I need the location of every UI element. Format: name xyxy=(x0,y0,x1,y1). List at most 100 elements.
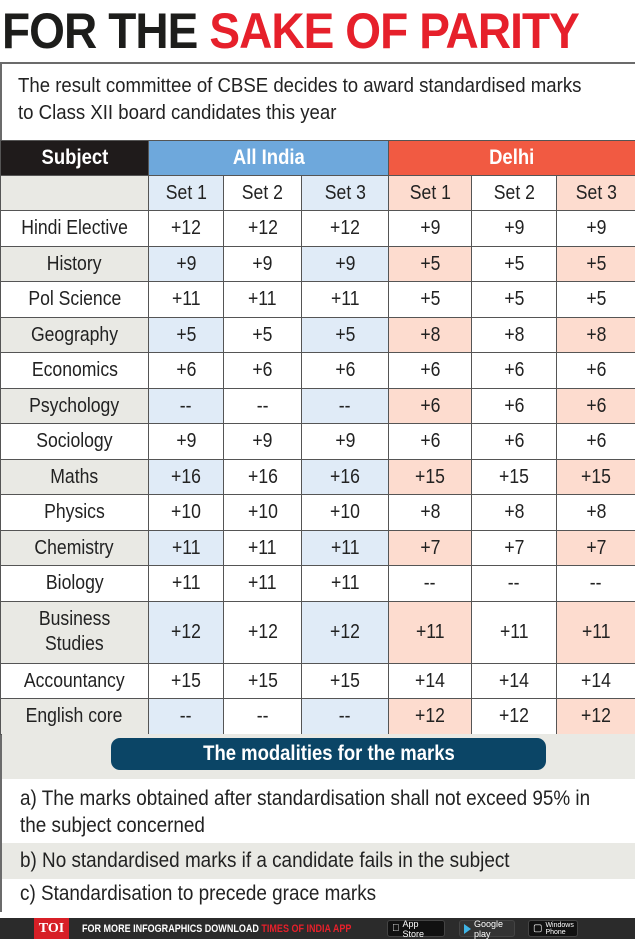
value-cell: -- xyxy=(301,387,389,424)
value-cell: +5 xyxy=(148,316,224,353)
value-cell: +5 xyxy=(471,245,557,282)
value-cell: +8 xyxy=(471,494,557,531)
set-label: Set 2 xyxy=(223,175,302,211)
table-row: Pol Science +11 +11 +11 +5 +5 +5 xyxy=(0,281,635,318)
subject-cell: Psychology xyxy=(0,387,149,424)
value-cell: +11 xyxy=(223,529,302,566)
value-cell: +11 xyxy=(301,281,389,318)
set-label: Set 3 xyxy=(301,175,389,211)
value-cell: +9 xyxy=(223,245,302,282)
value-cell: +6 xyxy=(555,387,635,424)
intro-text: The result committee of CBSE decides to … xyxy=(18,75,582,124)
google-play-badge[interactable]: Google play xyxy=(459,919,515,939)
subject-cell: Biology xyxy=(0,565,149,602)
value-cell: +6 xyxy=(555,423,635,460)
value-cell: +11 xyxy=(148,529,224,566)
value-cell: +12 xyxy=(148,210,224,247)
value-cell: +14 xyxy=(555,662,635,699)
value-cell: +6 xyxy=(471,352,557,389)
standardised-marks-table: Subject All India Delhi Set 1 Set 2 Set … xyxy=(0,140,635,735)
windows-phone-badge[interactable]: ▢ Windows Phone xyxy=(528,920,578,937)
table-row: Sociology +9 +9 +9 +6 +6 +6 xyxy=(0,423,635,460)
value-cell: -- xyxy=(148,387,224,424)
value-cell: -- xyxy=(223,387,302,424)
value-cell: +6 xyxy=(388,387,472,424)
value-cell: +16 xyxy=(301,458,389,495)
delhi-header: Delhi xyxy=(387,140,635,176)
subject-cell: Sociology xyxy=(0,423,149,460)
value-cell: -- xyxy=(388,565,472,602)
value-cell: +15 xyxy=(148,662,224,699)
headline-part1: FOR THE xyxy=(2,3,198,59)
table-row: Hindi Elective +12 +12 +12 +9 +9 +9 xyxy=(0,210,635,247)
value-cell: +6 xyxy=(301,352,389,389)
subject-cell: History xyxy=(0,245,149,282)
subject-header: Subject xyxy=(0,140,149,176)
value-cell: +7 xyxy=(555,529,635,566)
value-cell: +9 xyxy=(223,423,302,460)
value-cell: +11 xyxy=(301,565,389,602)
value-cell: +11 xyxy=(471,600,557,664)
set-label: Set 2 xyxy=(471,175,557,211)
table-row: Maths +16 +16 +16 +15 +15 +15 xyxy=(0,458,635,495)
value-cell: +6 xyxy=(223,352,302,389)
value-cell: +12 xyxy=(301,600,389,664)
subject-cell: Accountancy xyxy=(0,662,149,699)
value-cell: +12 xyxy=(223,600,302,664)
table-row: Geography +5 +5 +5 +8 +8 +8 xyxy=(0,316,635,353)
value-cell: +5 xyxy=(471,281,557,318)
value-cell: +11 xyxy=(148,281,224,318)
set-label: Set 1 xyxy=(148,175,224,211)
value-cell: +12 xyxy=(148,600,224,664)
value-cell: +9 xyxy=(301,245,389,282)
subject-cell: Chemistry xyxy=(0,529,149,566)
value-cell: +8 xyxy=(555,494,635,531)
subject-cell: Pol Science xyxy=(0,281,149,318)
footer-text: FOR MORE INFOGRAPHICS DOWNLOAD TIMES OF … xyxy=(82,922,352,935)
subject-cell: Hindi Elective xyxy=(0,210,149,247)
value-cell: +6 xyxy=(388,352,472,389)
value-cell: -- xyxy=(301,698,389,735)
value-cell: -- xyxy=(471,565,557,602)
table-row: Biology +11 +11 +11 -- -- -- xyxy=(0,565,635,602)
value-cell: +9 xyxy=(148,423,224,460)
value-cell: +12 xyxy=(555,698,635,735)
subject-cell: Physics xyxy=(0,494,149,531)
table-row: Business Studies +12 +12 +12 +11 +11 +11 xyxy=(0,600,635,664)
value-cell: +6 xyxy=(555,352,635,389)
table-row: Accountancy +15 +15 +15 +14 +14 +14 xyxy=(0,662,635,699)
modality-item-b: b) No standardised marks if a candidate … xyxy=(2,843,635,879)
subject-cell: Economics xyxy=(0,352,149,389)
value-cell: +9 xyxy=(555,210,635,247)
modality-item-c: c) Standardisation to precede grace mark… xyxy=(2,879,635,912)
app-store-badge[interactable]:  App Store xyxy=(387,919,445,939)
value-cell: +5 xyxy=(388,281,472,318)
value-cell: +5 xyxy=(555,245,635,282)
footer-app-name: TIMES OF INDIA APP xyxy=(261,922,352,935)
table-row: History +9 +9 +9 +5 +5 +5 xyxy=(0,245,635,282)
value-cell: +8 xyxy=(388,494,472,531)
value-cell: +11 xyxy=(555,600,635,664)
value-cell: +9 xyxy=(301,423,389,460)
headline-part2: SAKE OF PARITY xyxy=(209,3,580,59)
value-cell: +10 xyxy=(148,494,224,531)
headline: FOR THE SAKE OF PARITY xyxy=(2,0,584,62)
blank-header-cell xyxy=(0,175,149,211)
subject-cell: English core xyxy=(0,698,149,735)
table-row: Economics +6 +6 +6 +6 +6 +6 xyxy=(0,352,635,389)
value-cell: +16 xyxy=(148,458,224,495)
value-cell: +5 xyxy=(301,316,389,353)
value-cell: +6 xyxy=(471,387,557,424)
value-cell: +8 xyxy=(471,316,557,353)
value-cell: +6 xyxy=(388,423,472,460)
modality-item-a: a) The marks obtained after standardisat… xyxy=(2,782,635,844)
toi-logo: TOI xyxy=(34,918,69,939)
value-cell: -- xyxy=(223,698,302,735)
subject-cell: Maths xyxy=(0,458,149,495)
value-cell: +11 xyxy=(301,529,389,566)
set-label: Set 1 xyxy=(388,175,472,211)
value-cell: +6 xyxy=(148,352,224,389)
value-cell: +14 xyxy=(388,662,472,699)
windows-phone-icon: ▢ xyxy=(533,923,543,934)
table-row: Psychology -- -- -- +6 +6 +6 xyxy=(0,387,635,424)
